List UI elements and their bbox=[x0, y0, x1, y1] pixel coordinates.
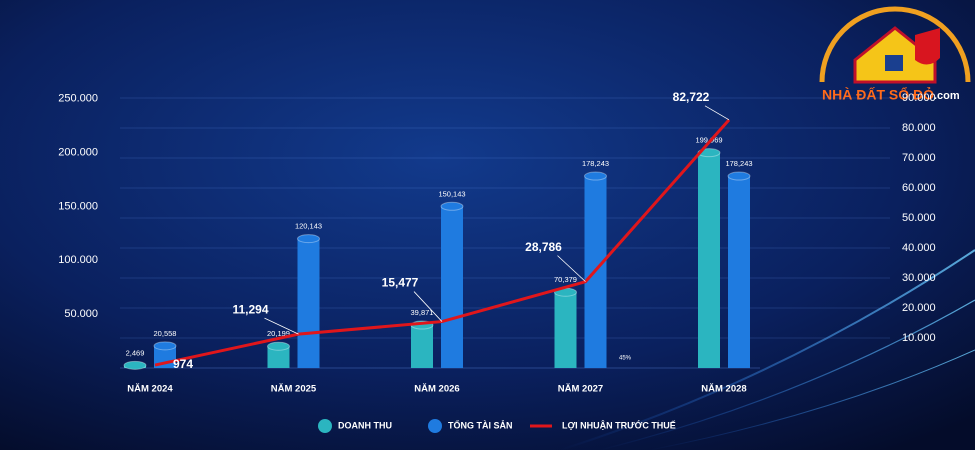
bar-cap bbox=[584, 171, 607, 181]
x-tick-label: NĂM 2028 bbox=[701, 384, 746, 395]
annotation: 45% bbox=[619, 356, 632, 362]
legend-label: TỔNG TÀI SẢN bbox=[448, 419, 513, 430]
line-value-label: 11,294 bbox=[232, 302, 268, 316]
bar bbox=[698, 152, 720, 368]
y2-tick-label: 40.000 bbox=[902, 242, 936, 254]
y2-tick-label: 70.000 bbox=[902, 152, 936, 164]
y-tick-label: 250.000 bbox=[58, 93, 98, 105]
line-value-label: 15,477 bbox=[382, 276, 419, 290]
leader-line bbox=[557, 255, 586, 282]
value-label: 178,243 bbox=[725, 159, 752, 168]
x-tick-label: NĂM 2026 bbox=[414, 384, 459, 395]
y2-tick-label: 90.000 bbox=[902, 92, 936, 104]
legend-swatch bbox=[428, 419, 442, 433]
value-label: 70,379 bbox=[554, 275, 577, 284]
decor-wave bbox=[559, 249, 975, 450]
y-tick-label: 100.000 bbox=[58, 254, 98, 266]
value-label: 39,871 bbox=[411, 308, 434, 317]
y-tick-label: 50.000 bbox=[64, 308, 98, 320]
y2-tick-label: 60.000 bbox=[902, 182, 936, 194]
logo: NHÀ ĐẤT SỔ ĐỎ .com bbox=[819, 6, 971, 103]
legend-label: DOANH THU bbox=[338, 420, 392, 430]
logo-suffix: .com bbox=[934, 90, 960, 102]
y-tick-label: 150.000 bbox=[58, 200, 98, 212]
bar bbox=[411, 325, 433, 368]
line-value-label: 82,722 bbox=[673, 90, 710, 104]
decor-wave bbox=[649, 349, 975, 450]
line-value-label: 28,786 bbox=[525, 240, 562, 254]
bar-cap bbox=[153, 341, 177, 351]
line-value-label: 974 bbox=[173, 357, 193, 371]
bar-cap bbox=[267, 341, 290, 351]
x-tick-label: NĂM 2025 bbox=[271, 384, 317, 395]
bar bbox=[554, 292, 577, 368]
bar-cap bbox=[123, 360, 147, 370]
bar-cap bbox=[440, 201, 464, 211]
legend-label: LỢI NHUẬN TRƯỚC THUẾ bbox=[562, 419, 676, 430]
y-tick-label: 200.000 bbox=[58, 147, 98, 159]
bar bbox=[728, 176, 750, 368]
logo-name: NHÀ ĐẤT SỔ ĐỎ bbox=[822, 86, 934, 103]
bar bbox=[297, 238, 320, 368]
bar-cap bbox=[297, 234, 320, 244]
leader-line bbox=[264, 317, 299, 335]
value-label: 20,558 bbox=[154, 329, 177, 338]
value-label: 120,143 bbox=[295, 222, 322, 231]
value-label: 150,143 bbox=[438, 189, 465, 198]
y2-tick-label: 10.000 bbox=[902, 332, 936, 344]
bar bbox=[441, 206, 463, 368]
y2-tick-label: 20.000 bbox=[902, 302, 936, 314]
x-tick-label: NĂM 2027 bbox=[558, 384, 603, 395]
x-tick-label: NĂM 2024 bbox=[127, 384, 173, 395]
value-label: 2,469 bbox=[126, 348, 145, 357]
y2-tick-label: 50.000 bbox=[902, 212, 936, 224]
leader-line bbox=[704, 105, 730, 121]
decor-wave bbox=[599, 299, 975, 450]
bar bbox=[267, 346, 290, 368]
y2-tick-label: 80.000 bbox=[902, 122, 936, 134]
value-label: 20,199 bbox=[267, 329, 290, 338]
bar-cap bbox=[727, 171, 751, 181]
legend-swatch bbox=[318, 419, 332, 433]
y2-tick-label: 30.000 bbox=[902, 272, 936, 284]
value-label: 178,243 bbox=[582, 159, 609, 168]
leader-line bbox=[413, 291, 443, 322]
